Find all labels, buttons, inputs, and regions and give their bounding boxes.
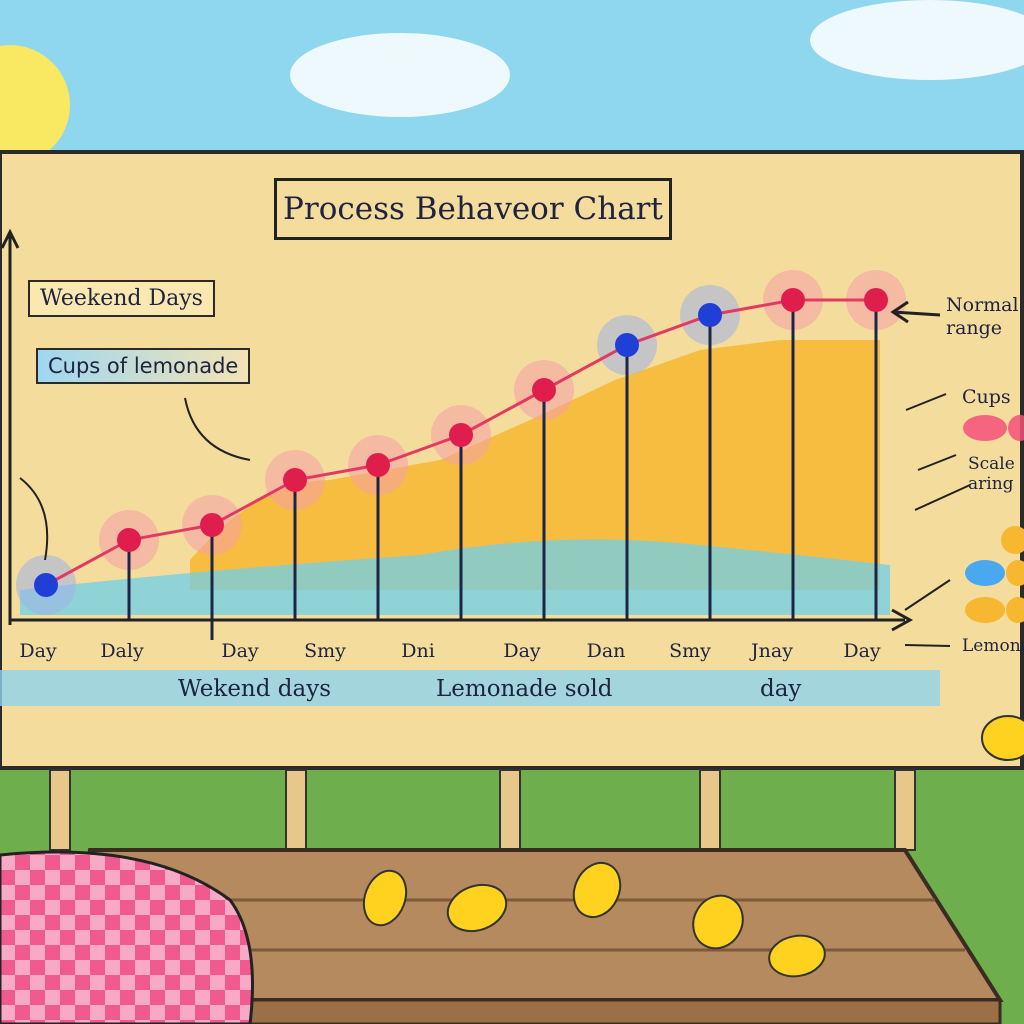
data-point [698,303,722,327]
normal-range-arrow [892,310,941,317]
legend-swatch-red [1008,415,1024,441]
legend-swatch-orange [1001,526,1024,554]
data-point [532,378,556,402]
legend-tick [905,393,947,411]
legend-swatch-orange [1006,560,1024,586]
scale-side-label: Scale aring [968,454,1015,495]
x-tick-label: Daly [100,640,144,662]
data-point [781,288,805,312]
data-point [615,333,639,357]
cloud [290,33,510,117]
legend-tick [904,644,951,647]
area-blue [20,539,890,615]
normal-range-arrowhead [890,300,909,324]
legend-swatch-red [963,415,1007,441]
data-point [449,423,473,447]
data-point [34,573,58,597]
x-tick-label: Day [843,640,881,662]
bottom-band [0,670,940,706]
legend-tick [914,484,971,511]
chart-title: Process Behaveor Chart [274,178,672,240]
x-tick-label: Smy [304,640,346,662]
cups-of-lemonade-box: Cups of lemonade [36,348,251,384]
lemon [572,861,622,919]
lemon [768,934,826,978]
x-tick-label: Day [19,640,57,662]
bottom-label-weekend: Wekend days [178,676,332,702]
lemon [362,869,408,927]
x-axis-arrow [891,608,914,632]
x-tick-label: Day [503,640,541,662]
data-point [366,453,390,477]
data-point [117,528,141,552]
legend-swatch-orange [965,597,1005,623]
lemon [692,894,744,950]
x-tick-label: Dni [401,640,435,662]
data-point [864,288,888,312]
lemon [446,883,508,933]
legend-tick [917,454,957,471]
area-orange [190,340,880,590]
sun [0,45,70,165]
bottom-label-lemonade: Lemonade sold [436,676,613,702]
x-tick-label: Smy [669,640,711,662]
checkered-tablecloth [0,850,254,1024]
weekend-days-box: Weekend Days [28,280,215,317]
cups-side-label: Cups [962,386,1011,408]
cups-arrow [184,397,251,461]
data-points [34,288,888,597]
legend-tick [904,579,951,611]
x-tick-label: Day [221,640,259,662]
x-tick-label: Dan [586,640,626,662]
y-axis-arrow [0,228,20,249]
legend-swatch-blue [965,560,1005,586]
bottom-label-day: day [760,676,802,702]
cloud [810,0,1024,80]
left-arrow [19,477,49,561]
x-tick-label: Jnay [751,640,793,662]
lemonade-side-label: Lemona [962,636,1024,656]
data-point [200,513,224,537]
normal-range-label: Normal range [946,294,1019,339]
data-point [283,468,307,492]
stems [127,300,878,640]
fence-post [49,769,71,851]
legend-swatch-orange [1006,597,1024,623]
lemon [981,715,1024,761]
